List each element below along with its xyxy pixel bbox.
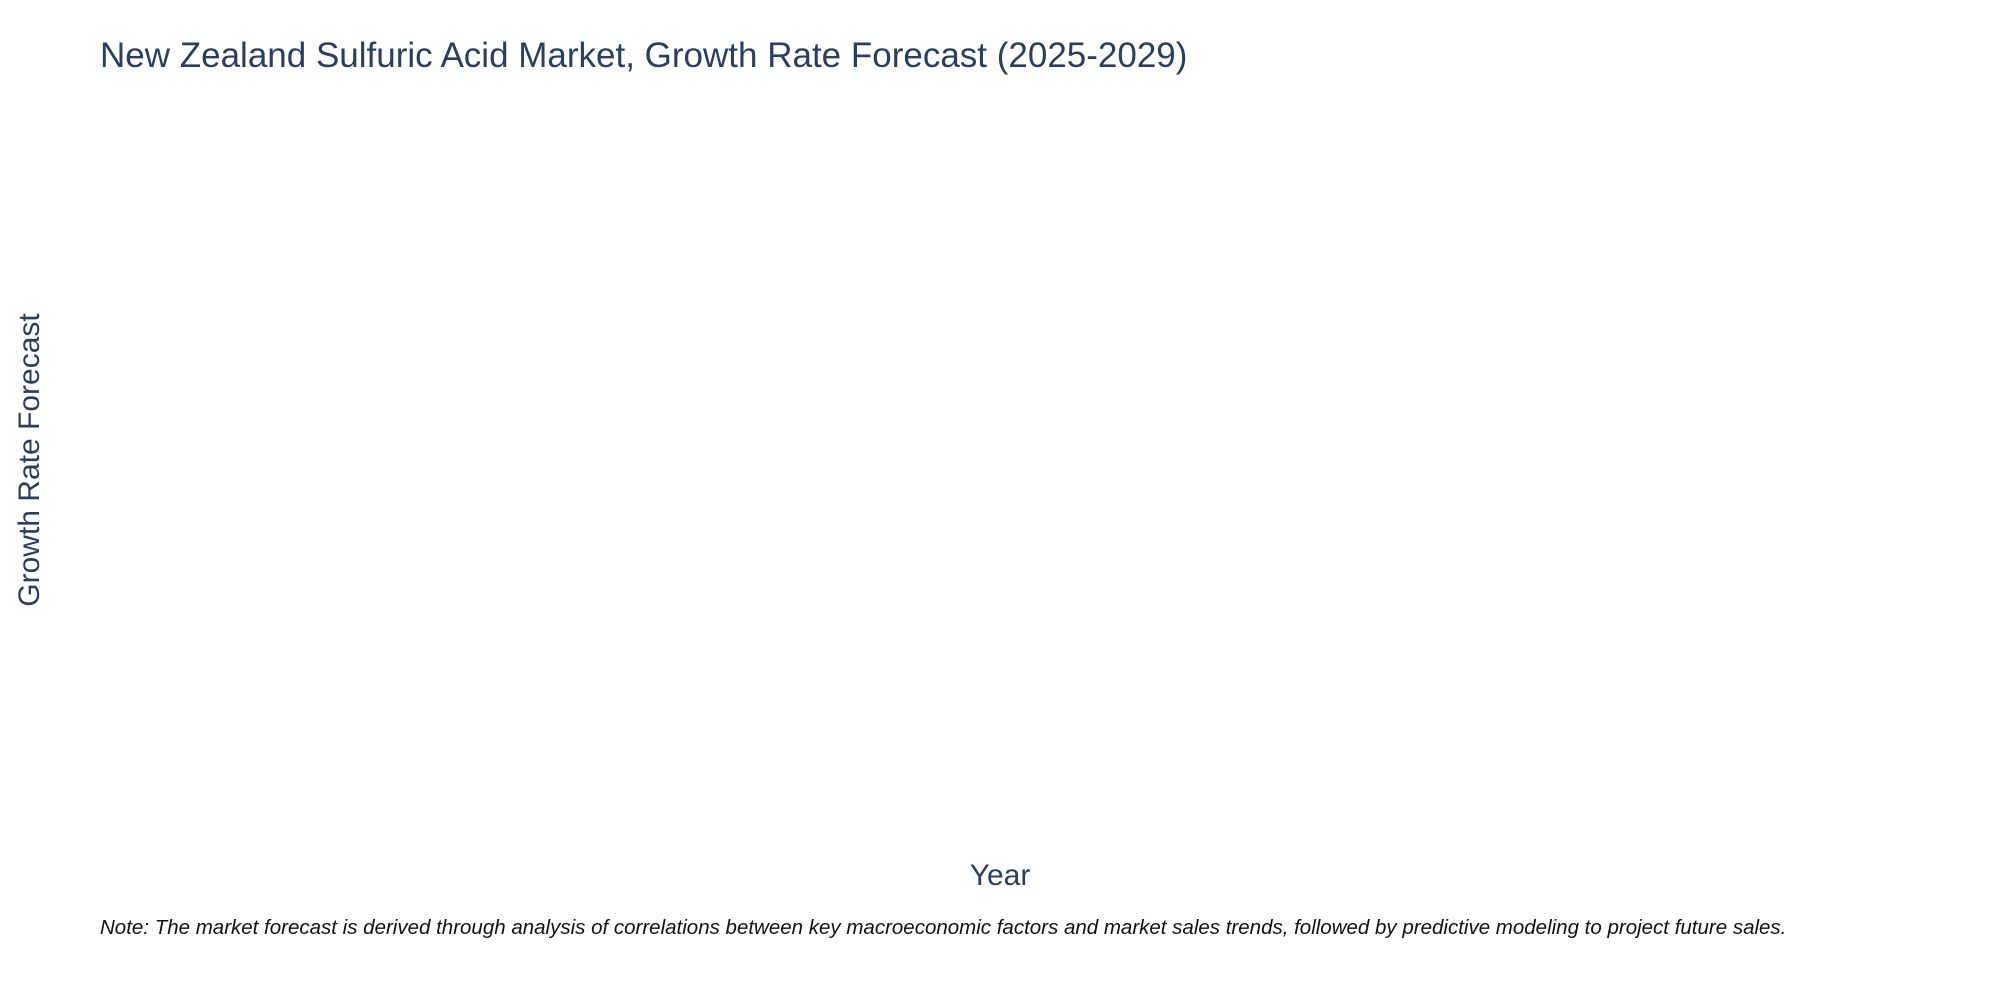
chart-title: New Zealand Sulfuric Acid Market, Growth… [100,36,1188,75]
x-axis-label: Year [969,859,1031,892]
footnote: Note: The market forecast is derived thr… [100,916,1787,939]
